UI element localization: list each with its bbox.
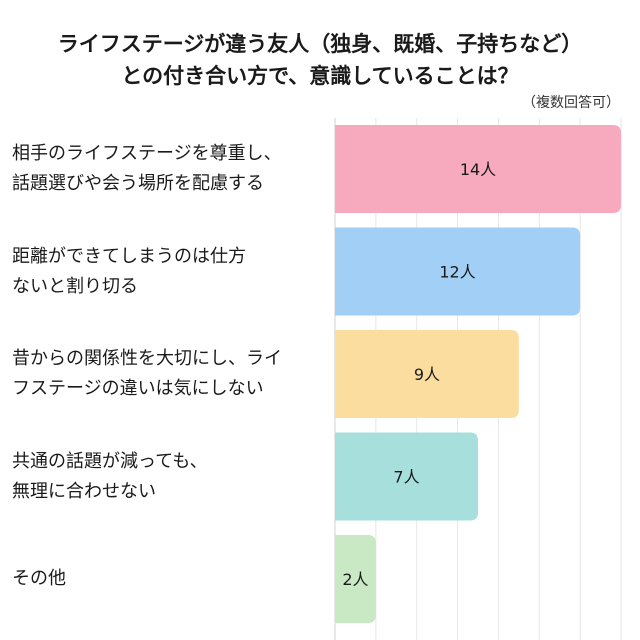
- category-label-line: その他: [12, 568, 66, 589]
- category-label-line: 共通の話題が減っても、: [12, 450, 208, 472]
- category-label-line: 無理に合わせない: [12, 480, 156, 502]
- bar-value-label: 7人: [393, 468, 419, 487]
- category-label-line: 話題選びや会う場所を配慮する: [12, 173, 264, 194]
- category-label: その他: [12, 564, 327, 594]
- multiple-answer-note: （複数回答可）: [522, 95, 620, 111]
- category-label: 相手のライフステージを尊重し、 話題選びや会う場所を配慮する: [12, 139, 327, 199]
- bar: [335, 535, 376, 623]
- bar: [335, 432, 478, 521]
- category-label: 距離ができてしまうのは仕方 ないと割り切る: [12, 242, 327, 302]
- category-label-line: フステージの違いは気にしない: [12, 378, 264, 399]
- category-label-line: 昔からの関係性を大切にし、ライ: [12, 348, 282, 369]
- chart-title-line2: との付き合い方で、意識していることは？: [121, 64, 519, 88]
- chart-title: ライフステージが違う友人（独身、既婚、子持ちなど） との付き合い方で、意識してい…: [0, 28, 640, 92]
- chart-title-line1: ライフステージが違う友人（独身、既婚、子持ちなど）: [57, 32, 583, 56]
- bar-value-label: 9人: [414, 365, 440, 384]
- bar-value-label: 12人: [439, 263, 475, 282]
- category-label: 昔からの関係性を大切にし、ライ フステージの違いは気にしない: [12, 344, 327, 404]
- bar: [335, 125, 621, 213]
- category-label-line: ないと割り切る: [12, 275, 138, 297]
- category-label-line: 距離ができてしまうのは仕方: [12, 245, 246, 267]
- category-label: 共通の話題が減っても、 無理に合わせない: [12, 447, 327, 507]
- category-label-line: 相手のライフステージを尊重し、: [12, 143, 282, 164]
- bar-value-label: 14人: [460, 160, 496, 179]
- bar-value-label: 2人: [342, 570, 368, 589]
- bar: [335, 330, 519, 418]
- bar: [335, 227, 581, 316]
